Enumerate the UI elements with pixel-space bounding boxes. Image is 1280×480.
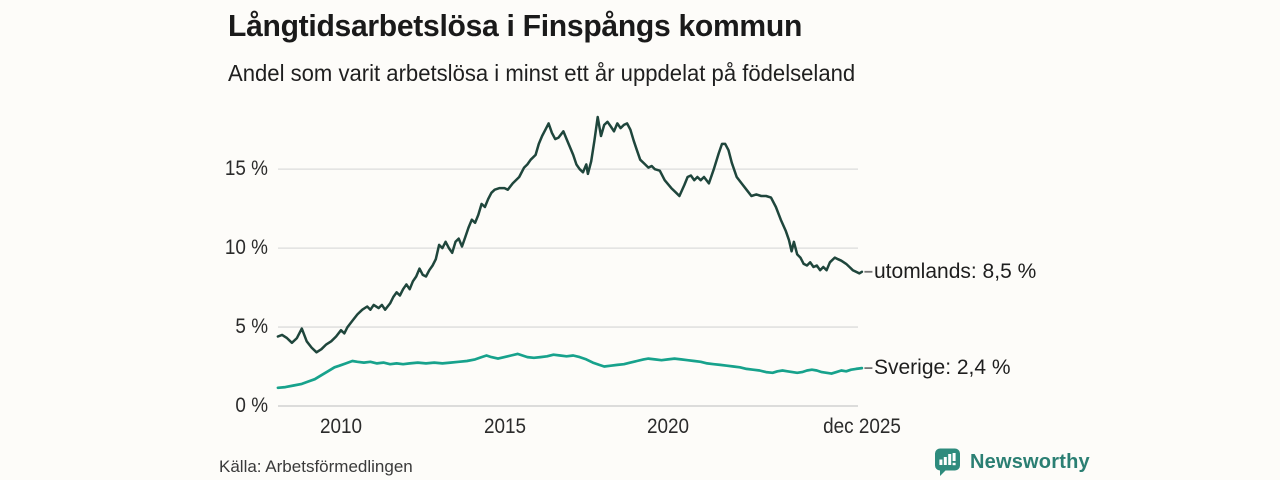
y-tick-label: 5 % [235, 315, 268, 339]
newsworthy-bar-chart-icon [935, 448, 960, 476]
newsworthy-logo: Newsworthy [934, 448, 1090, 477]
x-tick-label: dec 2025 [823, 415, 901, 438]
x-tick-label: 2020 [646, 415, 690, 438]
y-tick-label: 0 % [235, 394, 268, 417]
x-tick-label: 2010 [319, 415, 363, 438]
series-line-Sverige [276, 352, 864, 390]
series-end-label-utomlands: utomlands: 8,5 % [874, 259, 1037, 283]
series-line-utomlands [276, 115, 864, 354]
newsworthy-wordmark: Newsworthy [970, 451, 1090, 473]
x-tick-label: 2015 [483, 415, 526, 438]
y-tick-label: 15 % [224, 157, 268, 181]
chart-title: Långtidsarbetslösa i Finspångs kommun [228, 8, 803, 43]
chart-subtitle: Andel som varit arbetslösa i minst ett å… [228, 60, 856, 86]
y-tick-label: 10 % [224, 236, 268, 260]
source-note: Källa: Arbetsförmedlingen [219, 457, 413, 476]
series-end-label-Sverige: Sverige: 2,4 % [874, 356, 1011, 380]
